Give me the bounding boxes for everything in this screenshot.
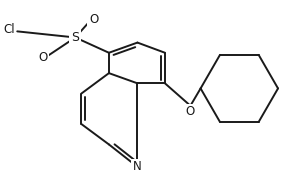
Text: N: N bbox=[133, 160, 142, 173]
Text: O: O bbox=[186, 105, 195, 118]
Text: S: S bbox=[71, 31, 79, 44]
Text: O: O bbox=[89, 13, 98, 26]
Text: O: O bbox=[38, 51, 47, 64]
Text: Cl: Cl bbox=[4, 23, 15, 36]
